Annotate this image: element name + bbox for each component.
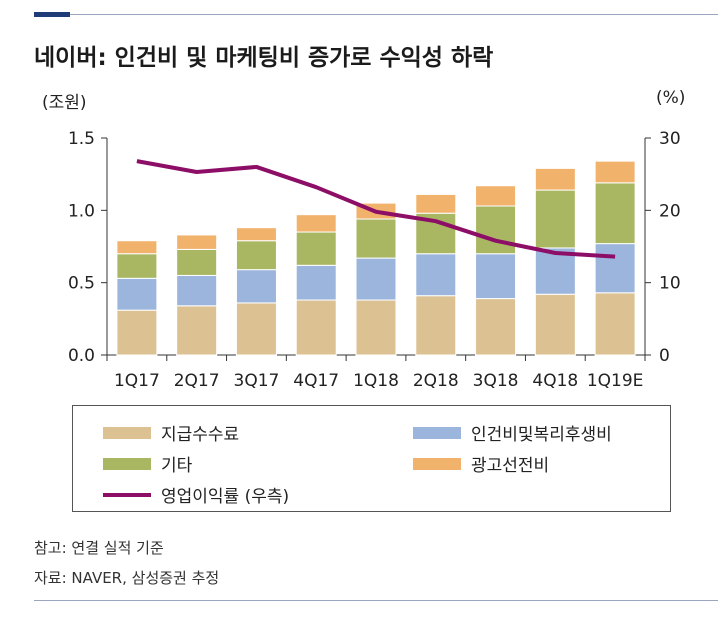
bar-labor-welfare [176,274,218,307]
bar-ad [594,160,636,184]
legend-label-labor: 인건비및복리후생비 [471,425,612,445]
y2-tick-label: 30 [659,129,681,149]
x-tick-label: 2Q17 [174,371,220,391]
bar-labor-welfare [594,243,636,294]
legend-swatch-other [103,457,151,470]
operating-margin-line [136,159,616,259]
bar-ad [176,234,218,250]
y2-tick-label: 10 [659,274,681,294]
bar-ad [415,193,457,214]
bar-other [235,240,277,271]
x-tick-label: 3Q17 [234,371,280,391]
legend-item-labor: 인건비및복리후생비 [413,420,612,445]
legend-item-margin: 영업이익률 (우측) [103,482,289,507]
bar-fees [116,309,158,356]
y-tick-label: 1.5 [68,129,95,149]
note-source: 자료: NAVER, 삼성증권 추정 [34,569,220,587]
bar-fees [176,305,218,356]
legend-item-other: 기타 [103,451,192,476]
legend-swatch-ad [413,457,461,470]
legend-swatch-labor [413,426,461,439]
bar-fees [475,298,517,356]
bar-ad [295,214,337,233]
x-tick-label: 3Q18 [473,371,519,391]
bar-ad [235,227,277,242]
y-tick-label: 1.0 [68,201,95,221]
bar-labor-welfare [355,257,397,301]
y2-tick-label: 0 [659,346,670,366]
y2-tick-label: 20 [659,201,681,221]
legend-item-fees: 지급수수료 [103,420,239,445]
bar-fees [355,299,397,356]
bar-labor-welfare [116,277,158,311]
bar-other [116,253,158,279]
x-tick-label: 1Q17 [114,371,160,391]
top-rule [34,14,718,15]
legend-label-fees: 지급수수료 [161,425,240,445]
legend-line-margin [103,492,151,497]
note-basis: 참고: 연결 실적 기준 [34,539,164,557]
bar-other [176,248,218,276]
bar-labor-welfare [475,253,517,300]
bar-ad [534,167,576,191]
legend-label-other: 기타 [161,456,193,476]
bar-other [475,205,517,255]
x-tick-label: 4Q17 [293,371,339,391]
bar-fees [235,302,277,356]
legend-item-ad: 광고선전비 [413,451,549,476]
legend: 지급수수료 인건비및복리후생비 기타 광고선전비 영업이익률 (우측) [72,405,671,512]
x-tick-label: 1Q18 [353,371,399,391]
bar-labor-welfare [295,264,337,301]
y-tick-label: 0.0 [68,346,95,366]
y-tick-label: 0.5 [68,274,95,294]
bar-other [534,189,576,249]
x-tick-label: 1Q19E [587,371,644,391]
bar-ad [475,185,517,207]
bar-other [594,182,636,245]
top-accent-bar [34,12,70,17]
bottom-rule [34,600,718,601]
legend-swatch-fees [103,426,151,439]
x-tick-label: 2Q18 [413,371,459,391]
left-axis-unit: (조원) [42,93,87,113]
bar-other [355,218,397,259]
bar-other [295,231,337,266]
bar-fees [534,293,576,356]
bar-ad [116,240,158,255]
legend-label-margin: 영업이익률 (우측) [161,487,290,507]
bar-labor-welfare [415,253,457,297]
chart-title: 네이버: 인건비 및 마케팅비 증가로 수익성 하락 [34,45,494,71]
right-axis-unit: (%) [656,88,686,108]
bar-fees [415,295,457,356]
bar-labor-welfare [235,269,277,304]
bar-fees [295,299,337,356]
x-tick-label: 4Q18 [532,371,578,391]
bar-fees [594,292,636,356]
legend-label-ad: 광고선전비 [471,456,550,476]
chart-plot: 0.0 0.5 1.0 1.5 0 10 20 30 1Q17 2Q17 3Q17 4Q17 1Q18 2… [68,129,681,391]
